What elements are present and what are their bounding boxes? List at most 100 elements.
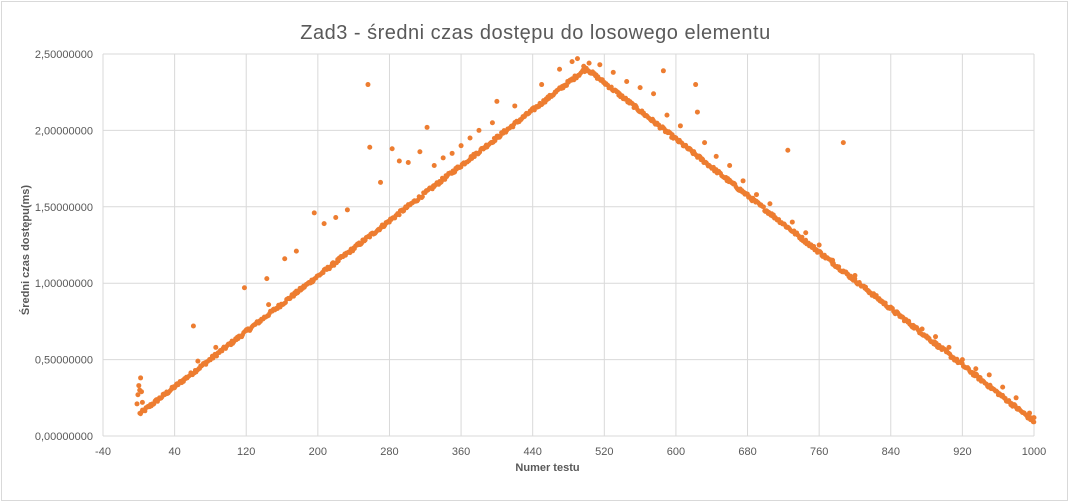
data-point (574, 56, 580, 62)
data-point (727, 163, 733, 169)
data-point (458, 143, 464, 149)
data-point (1000, 384, 1006, 390)
data-point (449, 150, 455, 156)
data-point (713, 153, 719, 159)
data-point (836, 264, 842, 270)
x-axis-title: Numer testu (515, 462, 580, 474)
data-point (586, 60, 592, 66)
data-point (933, 334, 939, 340)
data-point (785, 147, 791, 153)
data-point (367, 144, 373, 150)
data-point (293, 248, 299, 254)
data-point (664, 112, 670, 118)
data-point (405, 159, 411, 165)
data-point (767, 201, 773, 207)
data-point (624, 79, 630, 85)
data-point (365, 82, 371, 88)
x-tick-label: 120 (237, 446, 255, 458)
data-point (440, 155, 446, 161)
data-point (489, 120, 495, 126)
x-tick-label: 920 (953, 446, 971, 458)
x-tick-label: 520 (595, 446, 613, 458)
x-tick-label: 760 (810, 446, 828, 458)
data-point (803, 237, 809, 243)
data-point (879, 299, 885, 305)
data-point (476, 127, 482, 133)
data-point (740, 178, 746, 184)
data-point (344, 207, 350, 213)
data-point (138, 389, 144, 395)
data-point (637, 85, 643, 91)
data-point (799, 234, 805, 240)
data-point (557, 66, 563, 72)
data-point (139, 399, 145, 405)
data-point (333, 214, 339, 220)
y-tick-label: 2,00000000 (35, 125, 93, 137)
x-tick-label: 40 (168, 446, 180, 458)
y-tick-label: 0,00000000 (35, 431, 93, 443)
data-point (761, 204, 766, 210)
chart-title: Zad3 - średni czas dostępu do losowego e… (300, 22, 771, 44)
data-point (389, 146, 395, 152)
data-point (694, 109, 700, 115)
data-point (840, 140, 846, 146)
data-point (282, 256, 288, 262)
data-point (1031, 419, 1037, 425)
data-point (417, 149, 423, 155)
y-tick-label: 2,50000000 (35, 49, 93, 61)
data-point (677, 123, 683, 129)
data-point (581, 63, 587, 69)
data-point (892, 311, 898, 317)
data-point (660, 68, 666, 74)
data-point (651, 91, 657, 97)
data-point (138, 375, 144, 381)
data-point (852, 273, 858, 279)
y-tick-label: 1,00000000 (35, 278, 93, 290)
x-tick-label: 680 (738, 446, 756, 458)
data-point (1031, 415, 1037, 421)
data-point (266, 302, 272, 308)
data-point (512, 103, 518, 109)
data-point (397, 212, 402, 218)
x-tick-label: 1000 (1022, 446, 1046, 458)
x-tick-label: 280 (380, 446, 398, 458)
data-point (424, 124, 430, 130)
data-point (321, 221, 327, 227)
data-point (919, 326, 925, 332)
data-point (378, 179, 384, 185)
data-point (190, 323, 196, 329)
data-point (865, 288, 871, 294)
x-tick-label: -40 (95, 446, 111, 458)
data-point (467, 135, 473, 141)
data-point (1027, 410, 1033, 416)
data-point (396, 158, 402, 164)
data-point (816, 242, 822, 248)
data-point (195, 358, 201, 364)
data-point (135, 392, 141, 398)
x-tick-label: 600 (667, 446, 685, 458)
data-point (539, 82, 545, 88)
data-point (597, 62, 603, 68)
data-point (494, 98, 500, 104)
x-tick-label: 440 (524, 446, 542, 458)
data-point (569, 59, 575, 65)
data-point (241, 285, 247, 291)
data-point (311, 210, 317, 216)
data-point (973, 366, 979, 372)
data-point (693, 82, 699, 88)
data-point (1013, 395, 1019, 401)
data-point (946, 344, 952, 350)
data-point (213, 344, 219, 350)
data-point (753, 192, 759, 198)
data-point (431, 163, 437, 169)
y-tick-label: 1,50000000 (35, 202, 93, 214)
data-point (986, 372, 992, 378)
data-point (264, 276, 270, 282)
data-point (420, 194, 425, 199)
x-tick-label: 200 (309, 446, 327, 458)
x-tick-label: 360 (452, 446, 470, 458)
data-point (906, 318, 912, 324)
y-tick-label: 0,50000000 (35, 355, 93, 367)
